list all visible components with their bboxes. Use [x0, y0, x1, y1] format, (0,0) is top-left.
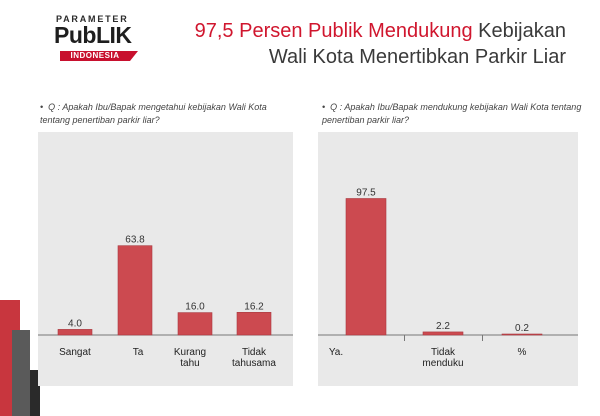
- data-label: 16.0: [185, 302, 205, 313]
- data-label: 4.0: [68, 318, 82, 329]
- category-label: Tidak: [242, 347, 267, 358]
- category-label: Sangat: [59, 347, 91, 358]
- logo: PARAMETER PubLIK INDONESIA: [52, 14, 140, 62]
- logo-top-text: PARAMETER: [56, 14, 129, 24]
- bar: [345, 198, 387, 336]
- bar: [236, 312, 272, 336]
- question-right: • Q : Apakah Ibu/Bapak mendukung kebijak…: [322, 102, 582, 125]
- bar: [177, 312, 213, 336]
- bar: [117, 245, 153, 336]
- logo-bar: [60, 51, 130, 61]
- data-label: 0.2: [515, 323, 529, 334]
- page-title: 97,5 Persen Publik Mendukung Kebijakan W…: [195, 18, 566, 70]
- accent-block-dark: [30, 370, 40, 416]
- logo-sub-text: INDONESIA: [70, 51, 120, 60]
- title-line-1: 97,5 Persen Publik Mendukung Kebijakan: [195, 18, 566, 44]
- bar: [501, 333, 543, 336]
- title-highlight: 97,5 Persen Publik Mendukung: [194, 20, 473, 42]
- category-label: Kurang: [174, 347, 206, 358]
- logo-main-text: PubLIK: [54, 22, 132, 48]
- accent-block-grey: [12, 330, 30, 416]
- title-line-2: Wali Kota Menertibkan Parkir Liar: [268, 46, 566, 68]
- data-label: 16.2: [244, 301, 264, 312]
- category-label: tahusama: [232, 358, 276, 369]
- category-label: Tidak: [431, 347, 456, 358]
- category-label: %: [518, 347, 527, 358]
- logo-triangle: [130, 51, 138, 61]
- question-right-text: Q : Apakah Ibu/Bapak mendukung kebijakan…: [322, 102, 582, 125]
- question-left: • Q : Apakah Ibu/Bapak mengetahui kebija…: [40, 102, 267, 125]
- chart-panel-knowledge: 4.0 Sangat 63.8 Ta 16.0 Kurang tahu 16.2 Tidak ta…: [38, 132, 293, 386]
- category-label: tahu: [180, 358, 199, 369]
- question-left-text: Q : Apakah Ibu/Bapak mengetahui kebijaka…: [40, 102, 267, 125]
- category-label: Ta: [133, 347, 144, 358]
- category-label: menduku: [422, 358, 463, 369]
- bar: [57, 329, 93, 336]
- data-label: 2.2: [436, 321, 450, 332]
- bar: [422, 331, 464, 336]
- category-label: Ya.: [329, 347, 343, 358]
- data-label: 97.5: [356, 188, 376, 199]
- chart-panel-support: 97.5 Ya. 2.2 Tidak menduku 0.2%: [318, 132, 578, 386]
- data-label: 63.8: [125, 235, 145, 246]
- title-rest: Kebijakan: [472, 20, 566, 42]
